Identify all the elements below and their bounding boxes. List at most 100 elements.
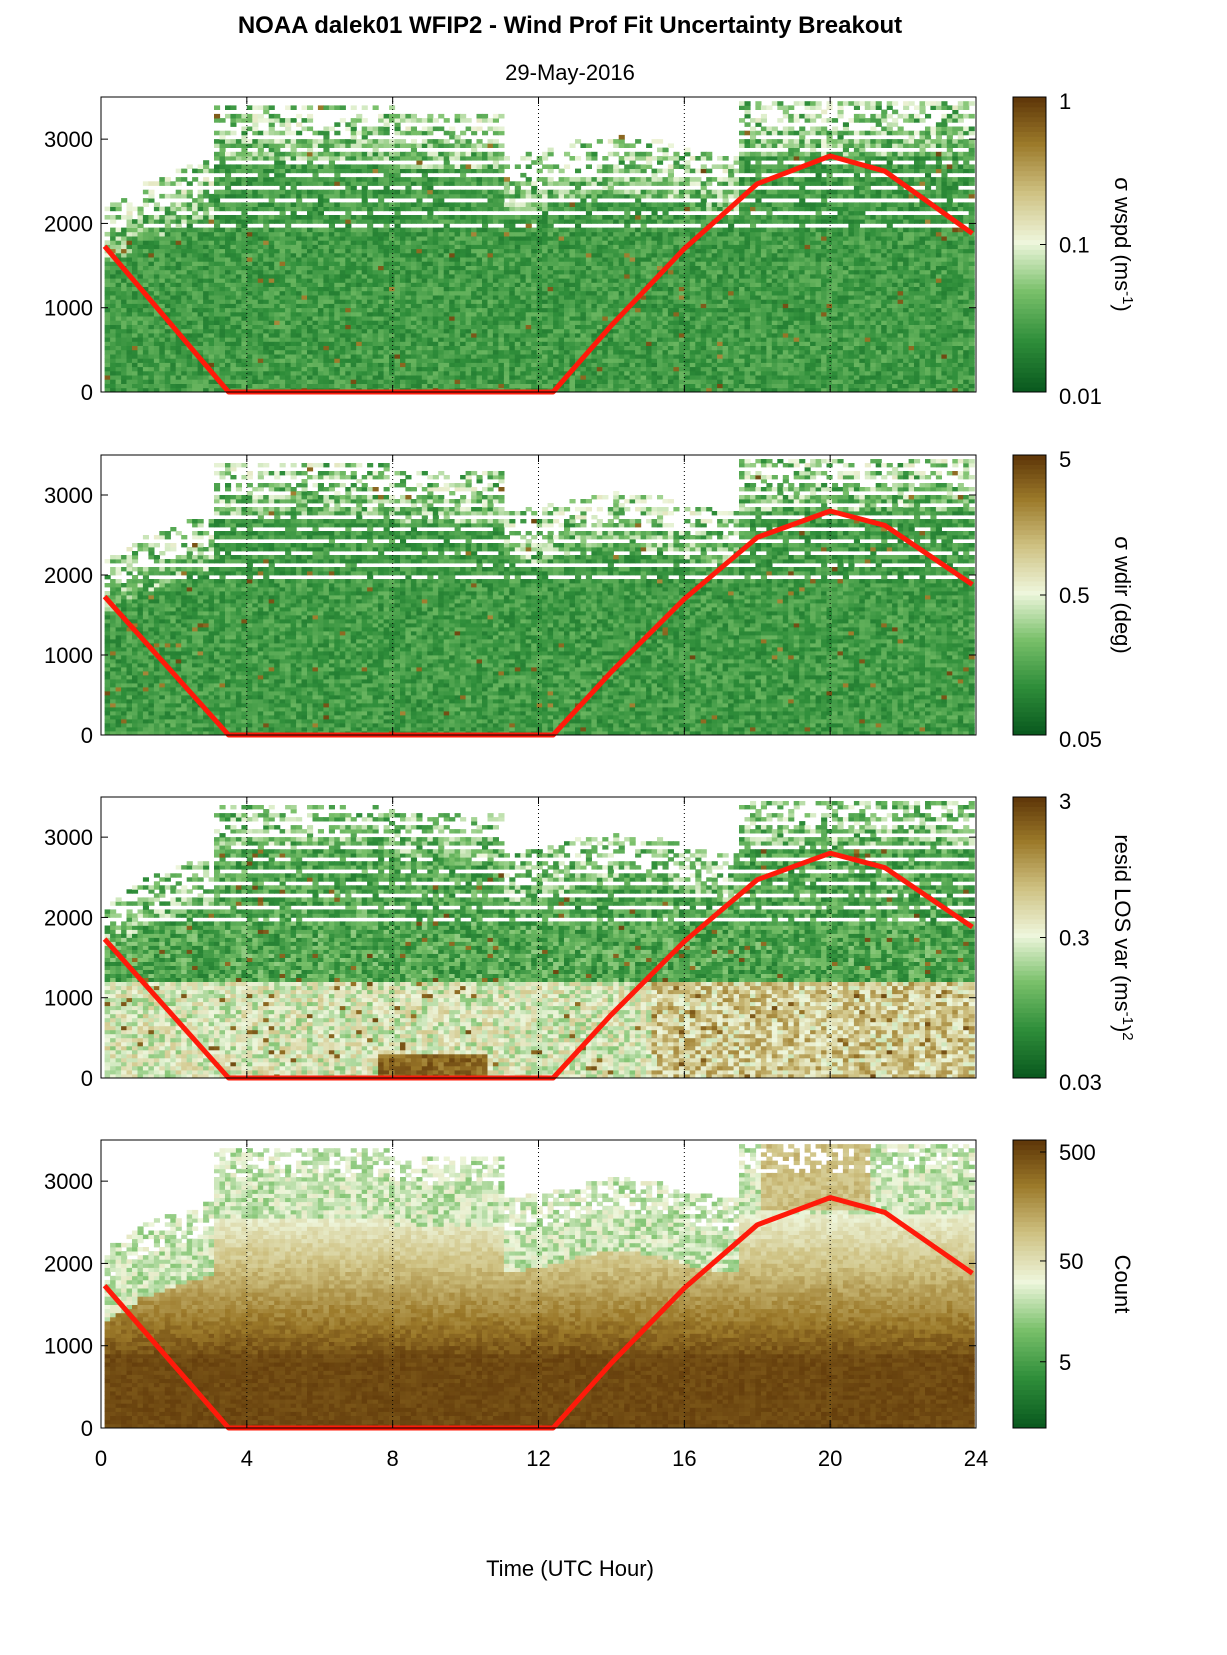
heatmap-cell	[236, 219, 242, 224]
heatmap-cell	[340, 232, 346, 237]
heatmap-cell	[405, 257, 411, 262]
heatmap-cell	[400, 337, 406, 342]
heatmap-cell	[400, 316, 406, 321]
heatmap-cell	[291, 341, 297, 346]
heatmap-cell	[477, 371, 483, 376]
heatmap-cell	[285, 278, 291, 283]
heatmap-cell	[181, 325, 187, 330]
heatmap-cell	[362, 346, 368, 351]
heatmap-cell	[247, 295, 253, 300]
heatmap-cell	[258, 257, 264, 262]
heatmap-cell	[509, 329, 515, 334]
heatmap-cell	[318, 379, 324, 384]
heatmap-cell	[613, 287, 619, 292]
heatmap-cell	[274, 177, 280, 182]
heatmap-cell	[427, 236, 433, 241]
heatmap-cell	[165, 181, 171, 186]
heatmap-cell	[488, 190, 494, 195]
heatmap-cell	[230, 304, 236, 309]
heatmap-cell	[329, 358, 335, 363]
heatmap-cell	[159, 249, 165, 254]
heatmap-cell	[356, 139, 362, 144]
heatmap-cell	[176, 312, 182, 317]
heatmap-cell	[225, 169, 231, 174]
heatmap-cell	[455, 152, 461, 157]
heatmap-cell	[389, 308, 395, 313]
heatmap-cell	[466, 143, 472, 148]
heatmap-cell	[307, 207, 313, 212]
heatmap-cell	[591, 266, 597, 271]
heatmap-cell	[504, 219, 510, 224]
heatmap-cell	[291, 308, 297, 313]
heatmap-cell	[302, 202, 308, 207]
heatmap-cell	[570, 278, 576, 283]
heatmap-cell	[170, 240, 176, 245]
heatmap-cell	[105, 333, 111, 338]
heatmap-cell	[296, 341, 302, 346]
heatmap-cell	[482, 350, 488, 355]
heatmap-cell	[411, 118, 417, 123]
heatmap-cell	[591, 308, 597, 313]
heatmap-cell	[148, 379, 154, 384]
heatmap-cell	[422, 316, 428, 321]
heatmap-cell	[542, 274, 548, 279]
heatmap-cell	[433, 333, 439, 338]
heatmap-cell	[411, 367, 417, 372]
heatmap-cell	[176, 308, 182, 313]
heatmap-cell	[269, 261, 275, 266]
heatmap-cell	[263, 278, 269, 283]
heatmap-cell	[597, 249, 603, 254]
heatmap-cell	[416, 299, 422, 304]
heatmap-cell	[296, 295, 302, 300]
heatmap-cell	[488, 232, 494, 237]
heatmap-cell	[389, 346, 395, 351]
heatmap-cell	[449, 181, 455, 186]
heatmap-cell	[416, 131, 422, 136]
heatmap-cell	[351, 135, 357, 140]
heatmap-cell	[280, 240, 286, 245]
heatmap-cell	[176, 291, 182, 296]
heatmap-cell	[373, 384, 379, 389]
heatmap-cell	[602, 253, 608, 258]
heatmap-cell	[378, 194, 384, 199]
heatmap-cell	[362, 367, 368, 372]
heatmap-cell	[263, 304, 269, 309]
heatmap-cell	[542, 236, 548, 241]
heatmap-cell	[488, 127, 494, 132]
heatmap-cell	[116, 291, 122, 296]
heatmap-cell	[225, 253, 231, 258]
heatmap-cell	[378, 232, 384, 237]
heatmap-cell	[329, 207, 335, 212]
heatmap-cell	[247, 358, 253, 363]
heatmap-cell	[110, 304, 116, 309]
heatmap-cell	[252, 143, 258, 148]
heatmap-cell	[356, 190, 362, 195]
heatmap-cell	[493, 228, 499, 233]
heatmap-cell	[170, 181, 176, 186]
heatmap-cell	[509, 278, 515, 283]
heatmap-cell	[597, 232, 603, 237]
heatmap-cell	[225, 282, 231, 287]
heatmap-cell	[132, 312, 138, 317]
heatmap-cell	[356, 337, 362, 342]
heatmap-cell	[209, 308, 215, 313]
heatmap-cell	[345, 358, 351, 363]
heatmap-cell	[334, 375, 340, 380]
heatmap-cell	[345, 367, 351, 372]
heatmap-cell	[110, 266, 116, 271]
heatmap-cell	[296, 257, 302, 262]
heatmap-cell	[422, 219, 428, 224]
heatmap-cell	[302, 261, 308, 266]
heatmap-cell	[143, 261, 149, 266]
heatmap-cell	[307, 232, 313, 237]
heatmap-cell	[405, 194, 411, 199]
heatmap-cell	[405, 282, 411, 287]
heatmap-cell	[373, 219, 379, 224]
heatmap-cell	[252, 291, 258, 296]
heatmap-cell	[395, 215, 401, 220]
heatmap-cell	[285, 169, 291, 174]
heatmap-cell	[362, 215, 368, 220]
heatmap-cell	[220, 367, 226, 372]
heatmap-cell	[575, 236, 581, 241]
heatmap-cell	[526, 325, 532, 330]
